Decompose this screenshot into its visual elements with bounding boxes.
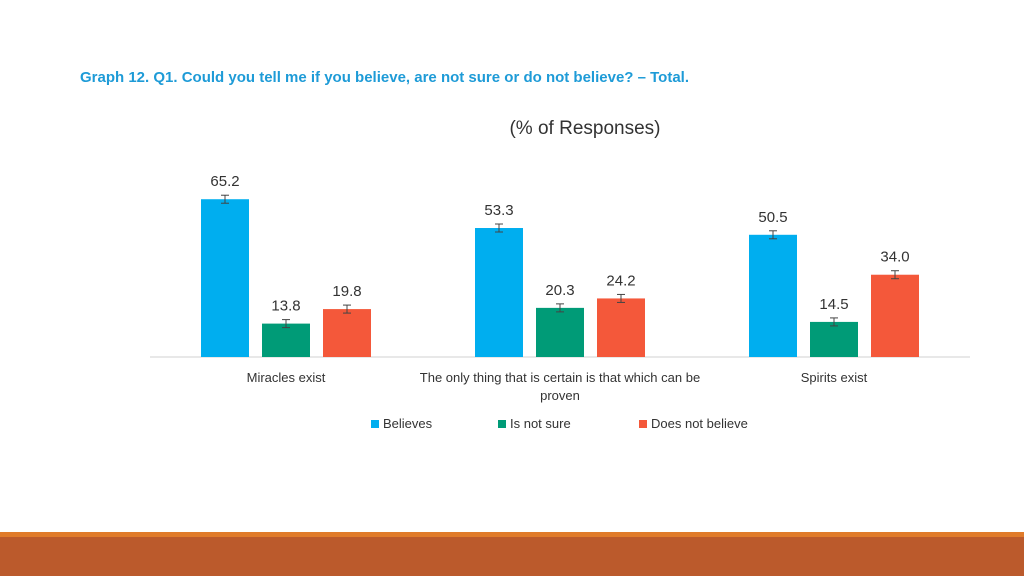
legend-item-not-believe: Does not believe [639, 416, 748, 431]
legend-label-believes: Believes [383, 416, 433, 431]
error-bar-spirits-not-sure [830, 317, 838, 327]
error-bar-miracles-not-sure [282, 319, 290, 329]
error-bar-certain-not-believe [617, 293, 625, 303]
legend-swatch-not-sure [498, 419, 506, 428]
error-bar-miracles-believes [221, 194, 229, 204]
data-label-miracles-not-sure: 13.8 [271, 298, 300, 315]
legend-label-not-believe: Does not believe [651, 416, 748, 431]
data-label-spirits-not-believe: 34.0 [880, 249, 909, 266]
category-label-certain: The only thing that is certain is that w… [419, 370, 701, 403]
bar-miracles-believes [201, 199, 249, 357]
legend-swatch-not-believe [639, 419, 647, 428]
footer-bar [0, 537, 1024, 576]
error-bar-certain-believes [495, 223, 503, 233]
bar-certain-not-sure [536, 307, 584, 357]
data-label-certain-not-believe: 24.2 [606, 272, 635, 289]
graph-title: Graph 12. Q1. Could you tell me if you b… [80, 69, 690, 86]
error-bar-certain-not-sure [556, 303, 564, 313]
legend-label-not-sure: Is not sure [510, 416, 571, 431]
data-label-spirits-believes: 50.5 [758, 209, 787, 226]
bar-spirits-believes [749, 234, 797, 357]
legend-item-believes: Believes [371, 416, 432, 431]
legend-swatch-believes [371, 419, 379, 428]
data-label-miracles-believes: 65.2 [210, 173, 239, 190]
category-label-miracles: Miracles exist [246, 370, 326, 385]
bar-certain-believes [475, 228, 523, 357]
error-bar-miracles-not-believe [343, 304, 351, 314]
data-label-spirits-not-sure: 14.5 [819, 296, 848, 313]
footer-accent-bar [0, 532, 1024, 537]
data-label-miracles-not-believe: 19.8 [332, 283, 361, 300]
error-bar-spirits-not-believe [891, 270, 899, 280]
data-label-certain-not-sure: 20.3 [545, 282, 574, 299]
bar-miracles-not-sure [262, 323, 310, 357]
bar-miracles-not-believe [323, 309, 371, 357]
legend-item-not-sure: Is not sure [498, 416, 571, 431]
bar-certain-not-believe [597, 298, 645, 357]
error-bar-spirits-believes [769, 230, 777, 240]
chart-legend: Believes Is not sure Does not believe [0, 416, 1024, 434]
data-label-certain-believes: 53.3 [484, 202, 513, 219]
category-label-spirits: Spirits exist [800, 370, 868, 385]
chart-title: (% of Responses) [509, 118, 661, 139]
bar-spirits-not-sure [810, 321, 858, 357]
bar-spirits-not-believe [871, 274, 919, 357]
